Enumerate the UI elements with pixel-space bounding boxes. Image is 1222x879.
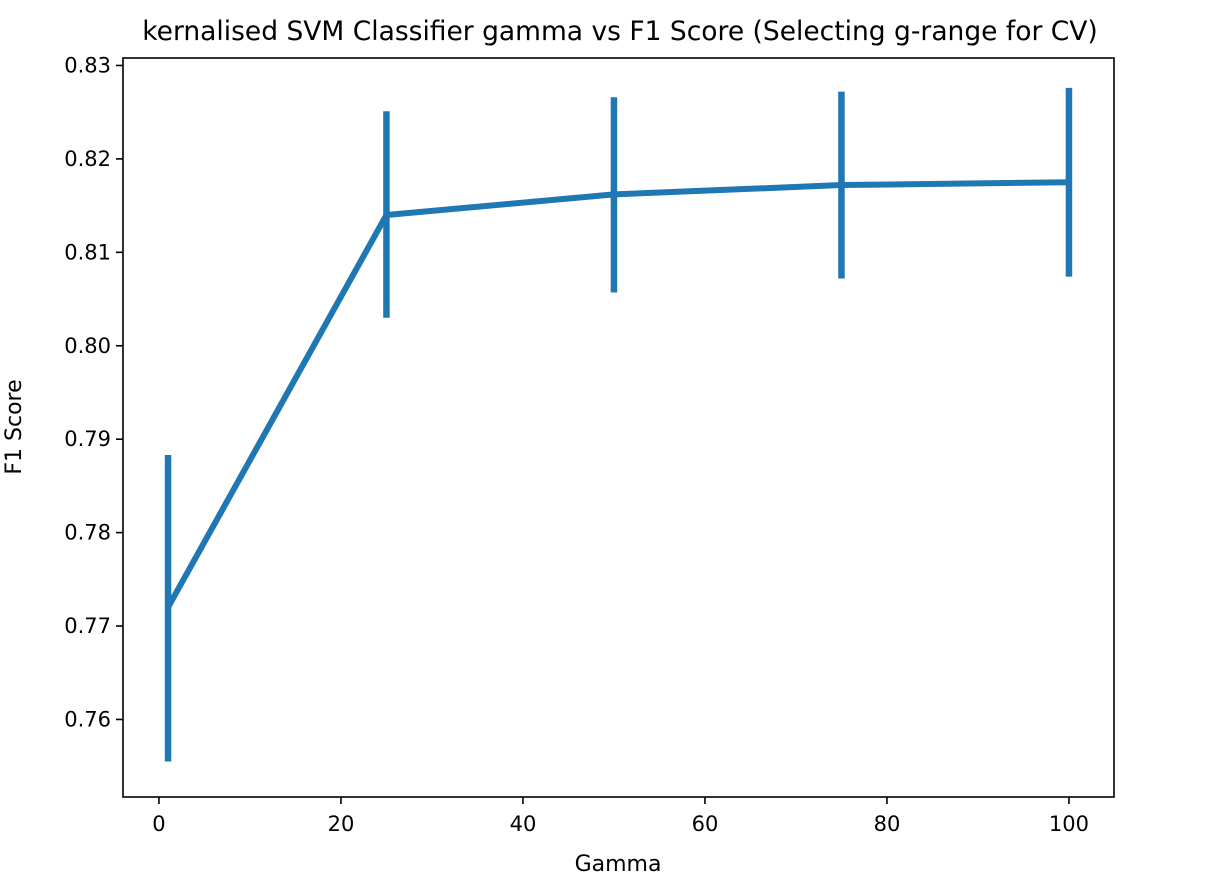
y-tick-label: 0.79: [64, 427, 111, 451]
chart-title: kernalised SVM Classifier gamma vs F1 Sc…: [142, 16, 1098, 47]
y-tick-label: 0.82: [64, 147, 111, 171]
y-tick-label: 0.77: [64, 614, 111, 638]
x-axis-label: Gamma: [575, 852, 662, 877]
y-axis-label: F1 Score: [2, 379, 27, 474]
y-tick-label: 0.83: [64, 53, 111, 77]
y-tick-label: 0.80: [64, 334, 111, 358]
x-tick-label: 100: [1049, 812, 1089, 836]
plot-area: [164, 87, 1073, 762]
series-line: [165, 179, 1069, 609]
x-tick-label: 60: [692, 812, 719, 836]
x-tick-label: 0: [152, 812, 165, 836]
y-tick-label: 0.76: [64, 707, 111, 731]
y-tick-label: 0.81: [64, 240, 111, 264]
x-tick-label: 80: [874, 812, 901, 836]
x-tick-label: 40: [510, 812, 537, 836]
x-tick-label: 20: [328, 812, 355, 836]
y-tick-label: 0.78: [64, 521, 111, 545]
axes-frame: [122, 57, 1115, 798]
y-axis: 0.76 0.77 0.78 0.79 0.80 0.81 0.82 0.83: [64, 53, 123, 731]
x-axis: 0 20 40 60 80 100: [152, 797, 1089, 836]
